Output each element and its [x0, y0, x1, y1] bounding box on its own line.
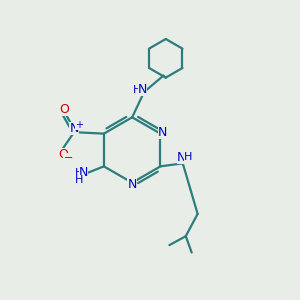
Text: N: N [128, 178, 137, 191]
Text: +: + [76, 120, 83, 130]
Text: H: H [74, 175, 83, 185]
Text: N: N [138, 83, 147, 96]
Text: N: N [69, 122, 79, 135]
Text: H: H [74, 168, 83, 178]
Text: H: H [184, 152, 192, 162]
Text: N: N [79, 167, 88, 179]
Text: N: N [158, 126, 167, 139]
Text: O: O [58, 148, 68, 161]
Text: N: N [177, 151, 186, 164]
Text: −: − [64, 153, 73, 163]
Text: H: H [133, 85, 142, 95]
Text: O: O [59, 103, 69, 116]
